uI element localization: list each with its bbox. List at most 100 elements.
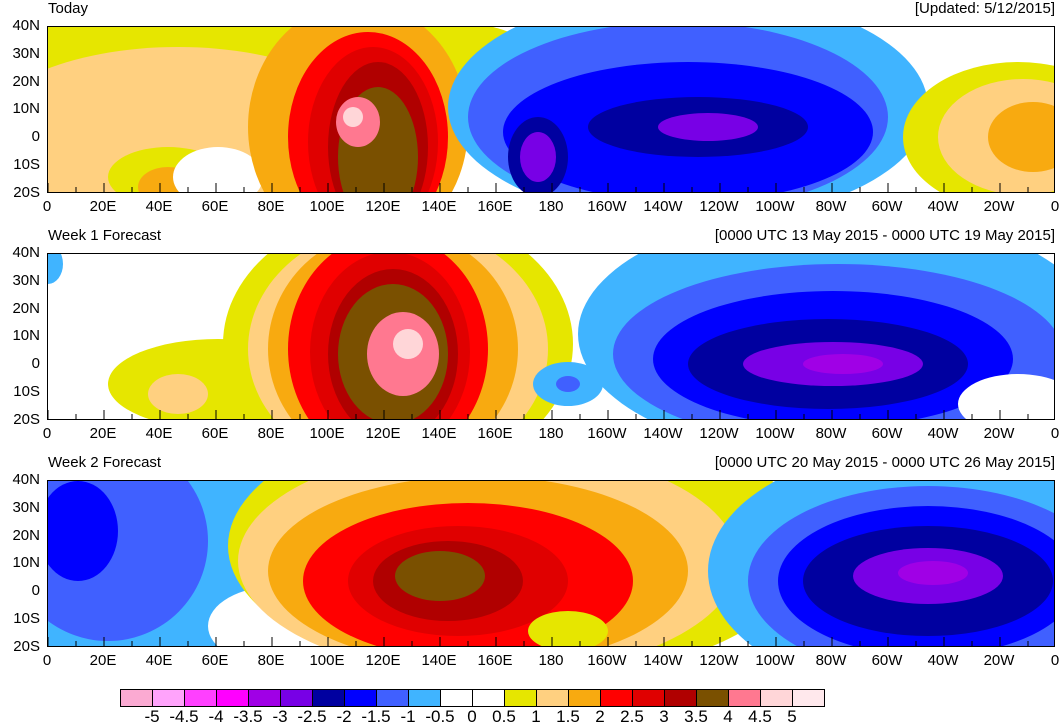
lon-label: 140W: [643, 198, 683, 215]
lon-label: 40W: [927, 652, 959, 669]
panel-title: Week 1 Forecast: [48, 227, 162, 244]
colorbar-label: -5: [144, 707, 160, 725]
colorbar-label: -2.5: [297, 707, 327, 725]
lon-label: 20E: [89, 425, 117, 442]
colorbar-label: -2: [336, 707, 352, 725]
colorbar-swatch: [600, 689, 633, 707]
lon-label: 40E: [145, 198, 173, 215]
lon-label: 160E: [477, 425, 513, 442]
lon-label: 80W: [815, 652, 847, 669]
colorbar-swatch: [152, 689, 185, 707]
anomaly-contour: [898, 561, 968, 585]
colorbar-label: 1: [531, 707, 541, 725]
lon-label: 40W: [927, 198, 959, 215]
colorbar-swatch: [408, 689, 441, 707]
lon-label: 140E: [421, 652, 457, 669]
lon-label: 0: [42, 198, 52, 215]
lon-label: 100W: [755, 652, 795, 669]
lon-label: 120E: [365, 425, 401, 442]
lon-label: 140E: [421, 425, 457, 442]
lat-label: 20S: [13, 410, 40, 428]
lon-label: 20W: [983, 652, 1015, 669]
colorbar-swatch: [504, 689, 537, 707]
lon-label: 60W: [871, 425, 903, 442]
colorbar-label: 4: [723, 707, 733, 725]
lat-label: 40N: [12, 471, 40, 488]
colorbar-swatch: [312, 689, 345, 707]
anomaly-contour: [803, 354, 883, 374]
lon-label: 100W: [755, 425, 795, 442]
lon-label: 60W: [871, 198, 903, 215]
lon-label: 100E: [309, 652, 345, 669]
colorbar-swatch: [696, 689, 729, 707]
panel-title: Week 2 Forecast: [48, 454, 162, 471]
colorbar-label: 0: [467, 707, 477, 725]
lon-label: 160E: [477, 652, 513, 669]
colorbar-label: 2: [595, 707, 605, 725]
colorbar-swatch: [120, 689, 153, 707]
colorbar-label: -0.5: [425, 707, 455, 725]
lon-label: 180: [538, 652, 564, 669]
lat-label: 0: [31, 582, 40, 600]
anomaly-contour: [148, 374, 208, 414]
lon-label: 140E: [421, 198, 457, 215]
lon-label: 100W: [755, 198, 795, 215]
colorbar-swatch: [728, 689, 761, 707]
lon-label: 120E: [365, 198, 401, 215]
colorbar-label: 3.5: [684, 707, 708, 725]
lon-label: 140W: [643, 425, 683, 442]
anomaly-contour: [958, 374, 1054, 419]
lon-label: 20E: [89, 198, 117, 215]
lon-label: 60W: [871, 652, 903, 669]
lon-label: 0: [42, 425, 52, 442]
colorbar-swatch: [568, 689, 601, 707]
lon-label: 80E: [257, 425, 285, 442]
lat-label: 10S: [13, 610, 40, 627]
lon-label: 0: [1050, 198, 1060, 215]
lon-label: 80E: [257, 652, 285, 669]
lon-label: 20E: [89, 652, 117, 669]
lon-label: 120W: [699, 652, 739, 669]
lon-label: 120E: [365, 652, 401, 669]
anomaly-contour: [556, 376, 580, 392]
colorbar-label: -4.5: [169, 707, 199, 725]
anomaly-contour: [520, 132, 556, 182]
lat-label: 10N: [12, 100, 40, 118]
colorbar-swatch: [376, 689, 409, 707]
colorbar-swatch: [440, 689, 473, 707]
colorbar-swatch: [664, 689, 697, 707]
lon-label: 0: [42, 652, 52, 669]
contour-map: [48, 481, 1054, 646]
lat-label: 10S: [13, 383, 40, 400]
lon-label: 40W: [927, 425, 959, 442]
lon-label: 140W: [643, 652, 683, 669]
lat-label: 10S: [13, 156, 40, 173]
lon-label: 160E: [477, 198, 513, 215]
colorbar-label: -3: [272, 707, 288, 725]
lon-label: 160W: [587, 425, 627, 442]
colorbar-swatch: [344, 689, 377, 707]
lon-label: 60E: [201, 652, 229, 669]
lat-label: 30N: [12, 498, 40, 516]
anomaly-contour: [48, 481, 118, 581]
anomaly-contour: [393, 329, 423, 359]
colorbar-label: -3.5: [233, 707, 263, 725]
panel-date-label: [Updated: 5/12/2015]: [914, 0, 1055, 17]
anomaly-contour: [528, 611, 608, 646]
colorbar-label: 2.5: [620, 707, 644, 725]
anomaly-contour: [343, 107, 363, 127]
lon-label: 100E: [309, 425, 345, 442]
lon-label: 160W: [587, 652, 627, 669]
colorbar-swatch: [536, 689, 569, 707]
lat-label: 20S: [13, 637, 40, 655]
lat-label: 20S: [13, 183, 40, 201]
lat-label: 30N: [12, 271, 40, 289]
lat-label: 40N: [12, 17, 40, 34]
colorbar-swatch: [472, 689, 505, 707]
anomaly-map-panel: [47, 253, 1055, 420]
panel-title: Today: [48, 0, 89, 17]
lat-label: 20N: [12, 72, 40, 90]
lon-label: 180: [538, 198, 564, 215]
anomaly-contour: [988, 102, 1054, 172]
